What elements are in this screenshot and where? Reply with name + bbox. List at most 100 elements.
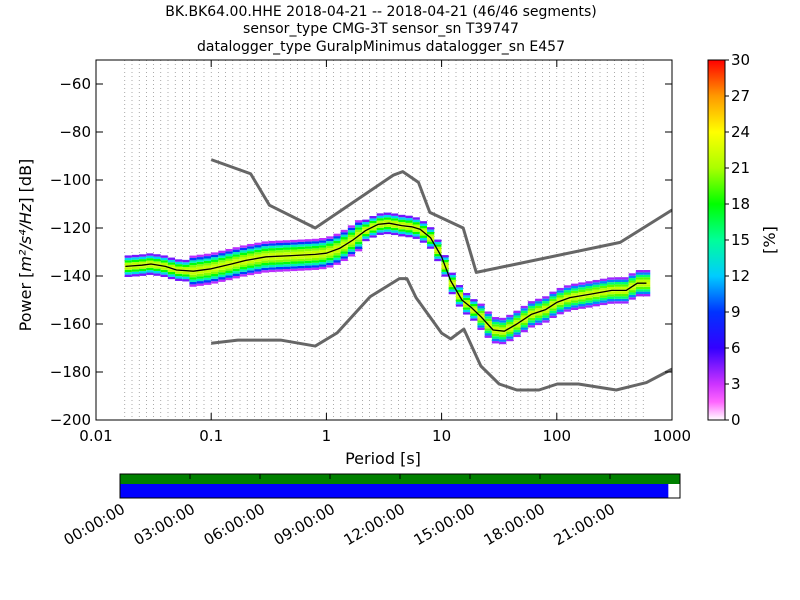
histogram-cell: [628, 273, 636, 276]
histogram-cell: [506, 338, 514, 342]
histogram-cell: [563, 304, 572, 307]
histogram-cell: [463, 292, 471, 296]
colorbar-tick-label: 6: [731, 339, 741, 357]
histogram-cell: [362, 221, 370, 225]
histogram-cell: [239, 269, 248, 272]
histogram-cell: [463, 297, 471, 301]
histogram-cell: [513, 327, 521, 330]
histogram-cell: [283, 245, 291, 248]
histogram-cell: [578, 299, 586, 302]
histogram-cell: [513, 310, 521, 314]
histogram-cell: [131, 254, 140, 258]
histogram-cell: [398, 219, 406, 223]
histogram-cell: [311, 248, 320, 251]
histogram-cell: [319, 254, 327, 258]
histogram-cell: [376, 232, 384, 235]
histogram-cell: [556, 297, 564, 300]
histogram-cell: [643, 294, 651, 297]
x-tick-label: 0.1: [199, 427, 223, 445]
histogram-cell: [218, 274, 226, 278]
histogram-cell: [247, 246, 255, 249]
colorbar-tick-label: 27: [731, 87, 750, 105]
histogram-cell: [290, 251, 298, 255]
histogram-cell: [239, 274, 248, 277]
histogram-cell: [391, 220, 399, 224]
histogram-cell: [347, 242, 356, 245]
histogram-cell: [319, 247, 327, 251]
histogram-cell: [448, 284, 456, 288]
histogram-cell: [556, 302, 564, 305]
histogram-cell: [153, 259, 161, 262]
histogram-cell: [239, 247, 248, 251]
histogram-cell: [254, 252, 262, 255]
histogram-cell: [304, 239, 312, 242]
histogram-cell: [175, 276, 183, 279]
histogram-cell: [261, 258, 269, 261]
histogram-cell: [499, 320, 507, 323]
histogram-cell: [585, 290, 593, 294]
histogram-cell: [297, 251, 305, 254]
histogram-cell: [412, 229, 420, 232]
histogram-cell: [499, 334, 507, 338]
histogram-cell: [643, 282, 651, 285]
y-tick-label: −80: [59, 123, 91, 141]
histogram-cell: [556, 307, 564, 310]
histogram-cell: [477, 322, 485, 326]
histogram-cell: [261, 248, 269, 251]
histogram-cell: [578, 282, 586, 285]
histogram-cell: [470, 306, 478, 309]
histogram-cell: [448, 277, 456, 280]
histogram-cell: [527, 303, 536, 306]
histogram-cell: [232, 276, 240, 279]
histogram-cell: [448, 275, 456, 278]
histogram-cell: [535, 322, 543, 326]
time-tick-label: 21:00:00: [551, 500, 618, 549]
histogram-cell: [254, 261, 262, 265]
histogram-cell: [196, 257, 204, 260]
histogram-cell: [635, 277, 644, 280]
noise-model-curves: [125, 158, 672, 392]
histogram-cell: [628, 290, 636, 293]
histogram-cell: [585, 295, 593, 299]
histogram-cell: [441, 259, 449, 263]
histogram-cell: [283, 261, 291, 265]
histogram-cell: [463, 300, 471, 303]
histogram-cell: [520, 327, 528, 330]
histogram-cell: [232, 256, 240, 260]
histogram-cell: [527, 325, 536, 328]
y-tick-label: −200: [50, 411, 91, 429]
histogram-cell: [592, 303, 600, 307]
histogram-cell: [146, 272, 154, 275]
histogram-cell: [455, 301, 464, 305]
histogram-cell: [599, 288, 608, 291]
x-axis-ticks: 0.01 0.1 1 10 100 1000: [79, 60, 691, 445]
histogram-cell: [607, 282, 615, 285]
histogram-cell: [369, 228, 377, 231]
histogram-cell: [160, 274, 168, 278]
histogram-cell: [232, 254, 240, 257]
histogram-cell: [225, 248, 233, 252]
histogram-cell: [203, 270, 212, 273]
histogram-cell: [153, 273, 161, 276]
histogram-cell: [628, 280, 636, 283]
histogram-cell: [621, 296, 629, 299]
histogram-cell: [621, 279, 629, 282]
histogram-cell: [268, 267, 276, 270]
histogram-cell: [275, 245, 284, 248]
histogram-cell: [340, 256, 348, 259]
histogram-cell: [491, 319, 500, 322]
histogram-cell: [441, 255, 449, 258]
histogram-cell: [311, 257, 320, 261]
histogram-cell: [506, 322, 514, 325]
histogram-cell: [491, 324, 500, 327]
histogram-cell: [153, 254, 161, 257]
histogram-cell: [621, 294, 629, 297]
histogram-cell: [333, 255, 341, 258]
histogram-cell: [455, 285, 464, 288]
histogram-cell: [599, 278, 608, 282]
histogram-cell: [218, 277, 226, 280]
colorbar-tick-label: 30: [731, 51, 750, 69]
histogram-cell: [434, 258, 442, 262]
histogram-cell: [297, 249, 305, 252]
histogram-cell: [340, 253, 348, 257]
